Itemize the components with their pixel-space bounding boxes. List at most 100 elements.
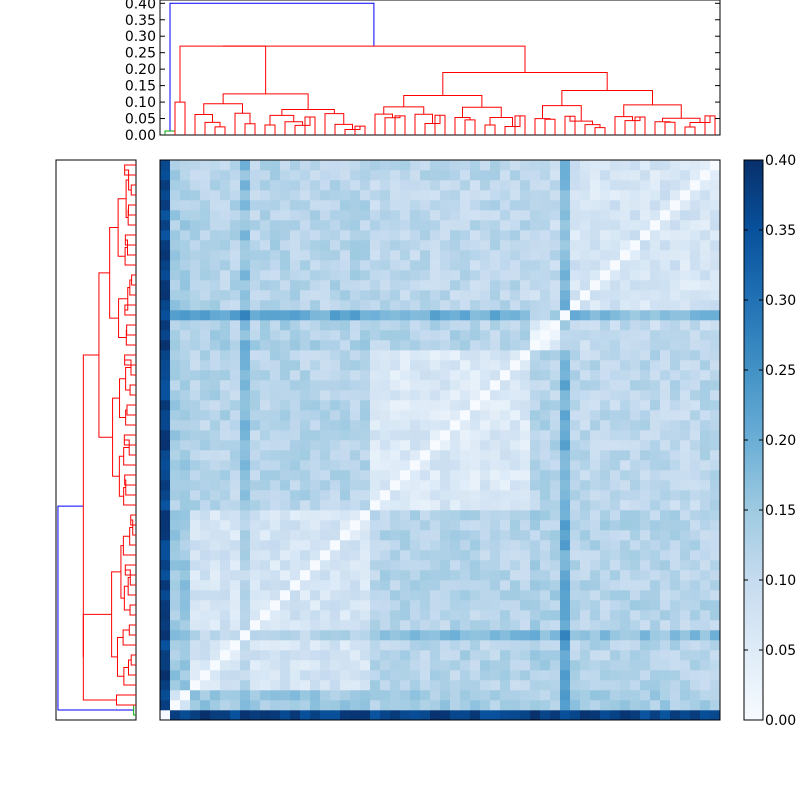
heatmap-cell — [370, 630, 381, 641]
heatmap-cell — [510, 440, 521, 451]
heatmap-cell — [320, 210, 331, 221]
heatmap-cell — [340, 240, 351, 251]
heatmap-cell — [260, 200, 271, 211]
heatmap-cell — [310, 650, 321, 661]
heatmap-cell — [630, 260, 641, 271]
heatmap-cell — [240, 700, 251, 711]
heatmap-cell — [710, 230, 721, 241]
heatmap-cell — [430, 680, 441, 691]
heatmap-cell — [430, 300, 441, 311]
heatmap-cell — [380, 310, 391, 321]
heatmap-cell — [710, 290, 721, 301]
heatmap-cell — [640, 480, 651, 491]
heatmap-cell — [400, 320, 411, 331]
heatmap-cell — [350, 300, 361, 311]
heatmap-cell — [250, 330, 261, 341]
heatmap-cell — [400, 480, 411, 491]
heatmap-cell — [640, 670, 651, 681]
heatmap-cell — [450, 500, 461, 511]
heatmap-cell — [680, 290, 691, 301]
heatmap-cell — [360, 170, 371, 181]
heatmap-cell — [450, 660, 461, 671]
heatmap-cell — [680, 540, 691, 551]
heatmap-cell — [450, 580, 461, 591]
heatmap-cell — [310, 710, 321, 721]
heatmap-cell — [460, 160, 471, 171]
heatmap-cell — [240, 490, 251, 501]
heatmap-cell — [280, 540, 291, 551]
heatmap-cell — [380, 510, 391, 521]
heatmap-cell — [170, 330, 181, 341]
heatmap-cell — [610, 520, 621, 531]
heatmap-cell — [400, 540, 411, 551]
heatmap-cell — [650, 380, 661, 391]
heatmap-cell — [640, 650, 651, 661]
heatmap-cell — [690, 210, 701, 221]
heatmap-cell — [340, 280, 351, 291]
heatmap-cell — [270, 400, 281, 411]
heatmap-cell — [400, 370, 411, 381]
heatmap-cell — [490, 320, 501, 331]
heatmap-cell — [310, 410, 321, 421]
heatmap-cell — [430, 630, 441, 641]
heatmap-cell — [530, 620, 541, 631]
heatmap-cell — [200, 380, 211, 391]
heatmap-cell — [630, 480, 641, 491]
heatmap-cell — [580, 400, 591, 411]
heatmap-cell — [600, 500, 611, 511]
heatmap-cell — [470, 570, 481, 581]
heatmap-cell — [550, 500, 561, 511]
heatmap-cell — [290, 400, 301, 411]
heatmap-cell — [210, 300, 221, 311]
heatmap-cell — [430, 280, 441, 291]
heatmap-cell — [620, 530, 631, 541]
heatmap-cell — [470, 610, 481, 621]
heatmap-cell — [230, 240, 241, 251]
dendrogram-link — [584, 124, 601, 135]
heatmap-cell — [280, 610, 291, 621]
heatmap-cell — [250, 430, 261, 441]
heatmap-cell — [350, 220, 361, 231]
heatmap-cell — [480, 450, 491, 461]
heatmap-cell — [440, 560, 451, 571]
heatmap-cell — [230, 160, 241, 171]
heatmap-cell — [580, 590, 591, 601]
heatmap-cell — [640, 640, 651, 651]
heatmap-cell — [670, 590, 681, 601]
heatmap-cell — [620, 550, 631, 561]
heatmap-cell — [630, 240, 641, 251]
heatmap-cell — [520, 420, 531, 431]
heatmap-cell — [510, 250, 521, 261]
heatmap-cell — [690, 680, 701, 691]
heatmap-cell — [560, 200, 571, 211]
heatmap-cell — [630, 620, 641, 631]
heatmap-cell — [460, 640, 471, 651]
heatmap-cell — [680, 400, 691, 411]
heatmap-cell — [540, 400, 551, 411]
heatmap-cell — [190, 560, 201, 571]
heatmap-cell — [170, 180, 181, 191]
heatmap-cell — [680, 470, 691, 481]
heatmap-cell — [160, 320, 171, 331]
heatmap-cell — [670, 670, 681, 681]
heatmap-cell — [320, 170, 331, 181]
heatmap-cell — [240, 440, 251, 451]
heatmap-cell — [690, 620, 701, 631]
heatmap-cell — [490, 360, 501, 371]
heatmap-cell — [390, 500, 401, 511]
heatmap-cell — [390, 620, 401, 631]
heatmap-cell — [420, 230, 431, 241]
heatmap-cell — [280, 640, 291, 651]
heatmap-cell — [550, 600, 561, 611]
dendrogram-link — [119, 378, 126, 418]
heatmap-cell — [680, 270, 691, 281]
heatmap-cell — [550, 440, 561, 451]
heatmap-cell — [640, 370, 651, 381]
heatmap-cell — [170, 230, 181, 241]
heatmap-cell — [390, 590, 401, 601]
heatmap-cell — [340, 290, 351, 301]
heatmap-cell — [710, 630, 721, 641]
heatmap-cell — [550, 580, 561, 591]
heatmap-cell — [290, 360, 301, 371]
heatmap-cell — [160, 490, 171, 501]
